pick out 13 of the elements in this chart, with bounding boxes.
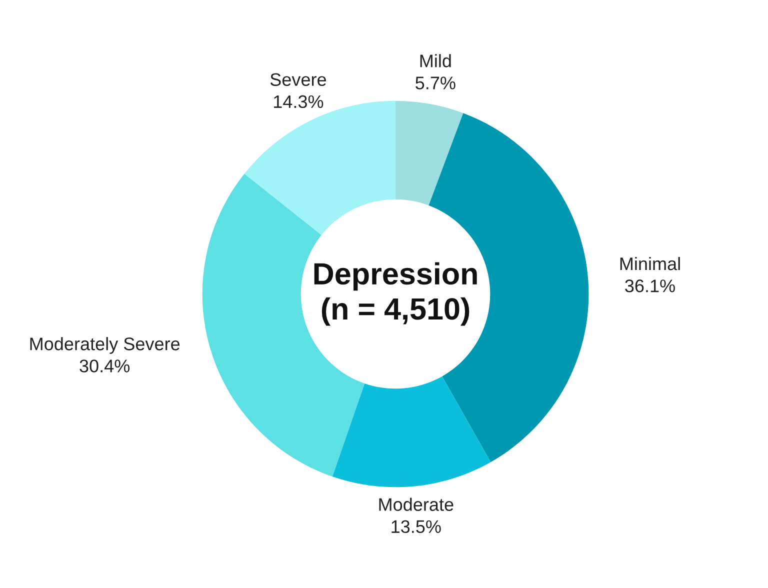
data-label: 14.3% [274, 95, 324, 108]
slice-label: Mild [420, 54, 451, 68]
donut-slice [332, 376, 491, 488]
slice-label: Minimal [620, 256, 680, 270]
slice-label: Moderately Severe [30, 337, 180, 354]
data-label: 5.7% [416, 76, 456, 90]
slice-label: Severe [270, 73, 326, 86]
slice-label: Moderate [379, 498, 454, 511]
data-label: 13.5% [392, 520, 441, 534]
donut-slice [396, 100, 464, 206]
data-label: 36.1% [625, 280, 675, 292]
data-label: 30.4% [80, 360, 130, 372]
text: Depression (n = 4,510) [314, 262, 477, 326]
